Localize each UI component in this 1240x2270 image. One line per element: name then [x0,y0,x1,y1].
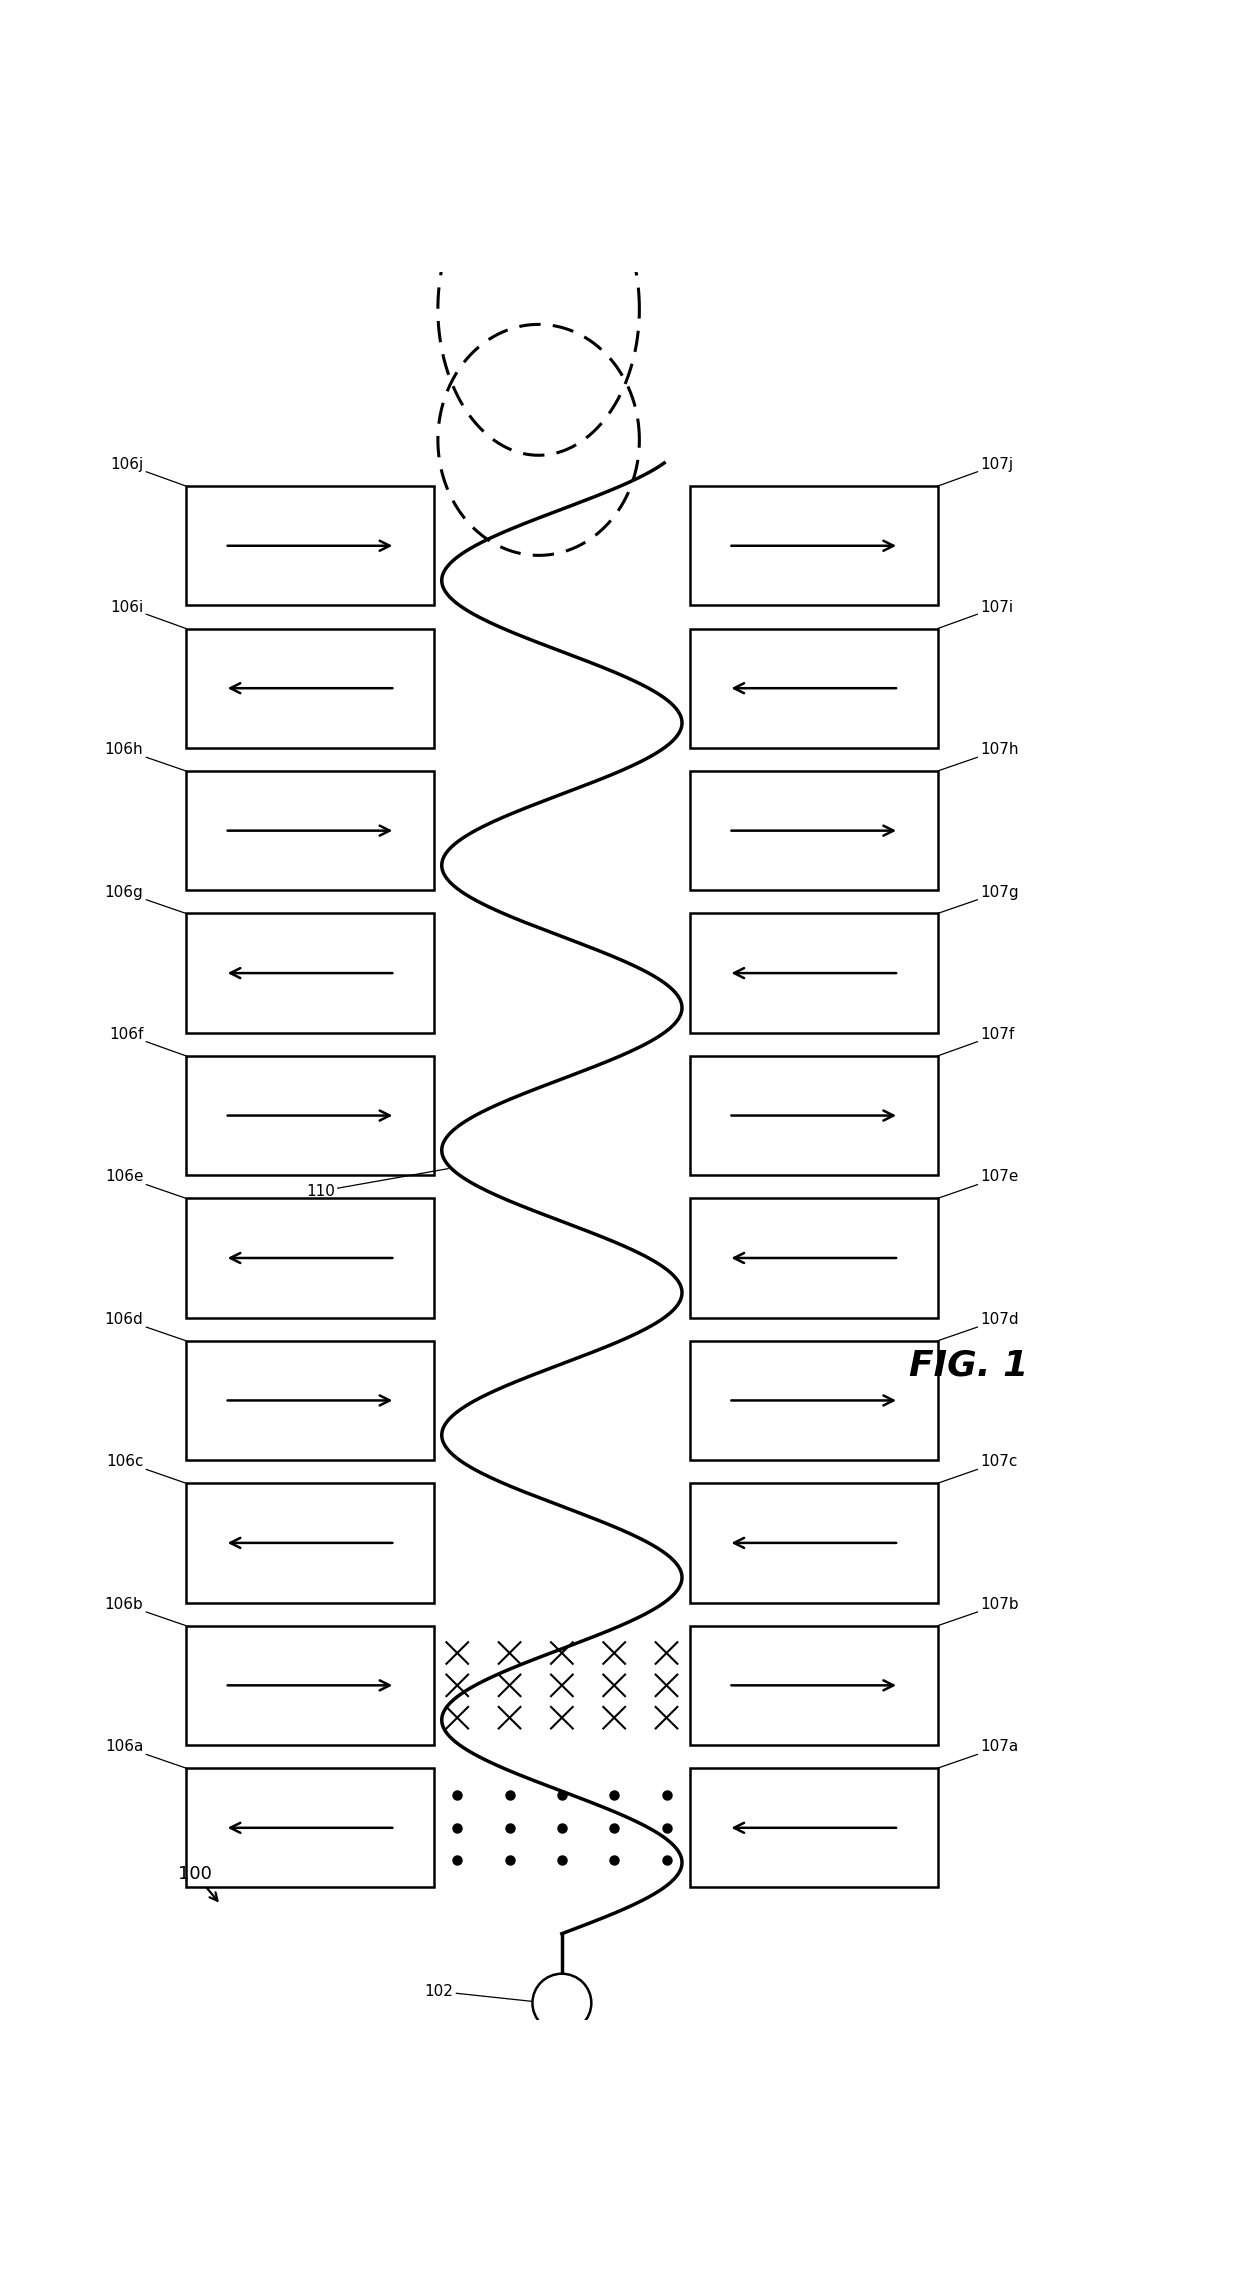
Text: 106a: 106a [105,1739,186,1768]
Text: 106d: 106d [104,1312,186,1342]
Text: 107i: 107i [937,599,1013,629]
Text: 107f: 107f [937,1026,1014,1056]
FancyBboxPatch shape [689,1342,937,1460]
FancyBboxPatch shape [186,1199,434,1317]
Text: 107d: 107d [937,1312,1019,1342]
Text: 106h: 106h [104,742,186,772]
FancyBboxPatch shape [186,1625,434,1746]
Text: 106c: 106c [105,1455,186,1482]
FancyBboxPatch shape [689,1199,937,1317]
Text: 106e: 106e [105,1169,186,1199]
Text: 106i: 106i [110,599,186,629]
Text: 107a: 107a [937,1739,1018,1768]
Text: 107g: 107g [937,885,1019,913]
Text: FIG. 1: FIG. 1 [909,1348,1028,1382]
FancyBboxPatch shape [186,913,434,1033]
FancyBboxPatch shape [186,629,434,747]
FancyBboxPatch shape [689,1768,937,1886]
FancyBboxPatch shape [689,913,937,1033]
FancyBboxPatch shape [186,486,434,606]
Text: 107b: 107b [937,1596,1019,1625]
FancyBboxPatch shape [186,772,434,890]
FancyBboxPatch shape [689,486,937,606]
Text: 107j: 107j [937,456,1013,486]
FancyBboxPatch shape [689,629,937,747]
FancyBboxPatch shape [186,1056,434,1176]
FancyBboxPatch shape [689,772,937,890]
FancyBboxPatch shape [186,1342,434,1460]
Text: 107c: 107c [937,1455,1018,1482]
Text: 106j: 106j [110,456,186,486]
FancyBboxPatch shape [689,1625,937,1746]
Text: 100: 100 [179,1866,217,1900]
Text: 107e: 107e [937,1169,1019,1199]
Text: 106g: 106g [104,885,186,913]
Text: 110: 110 [306,1169,449,1199]
FancyBboxPatch shape [186,1768,434,1886]
Text: 102: 102 [424,1984,544,2002]
FancyBboxPatch shape [689,1056,937,1176]
Text: 106f: 106f [109,1026,186,1056]
Circle shape [532,1973,591,2032]
Text: 107h: 107h [937,742,1019,772]
FancyBboxPatch shape [186,1482,434,1603]
Text: 106b: 106b [104,1596,186,1625]
FancyBboxPatch shape [689,1482,937,1603]
